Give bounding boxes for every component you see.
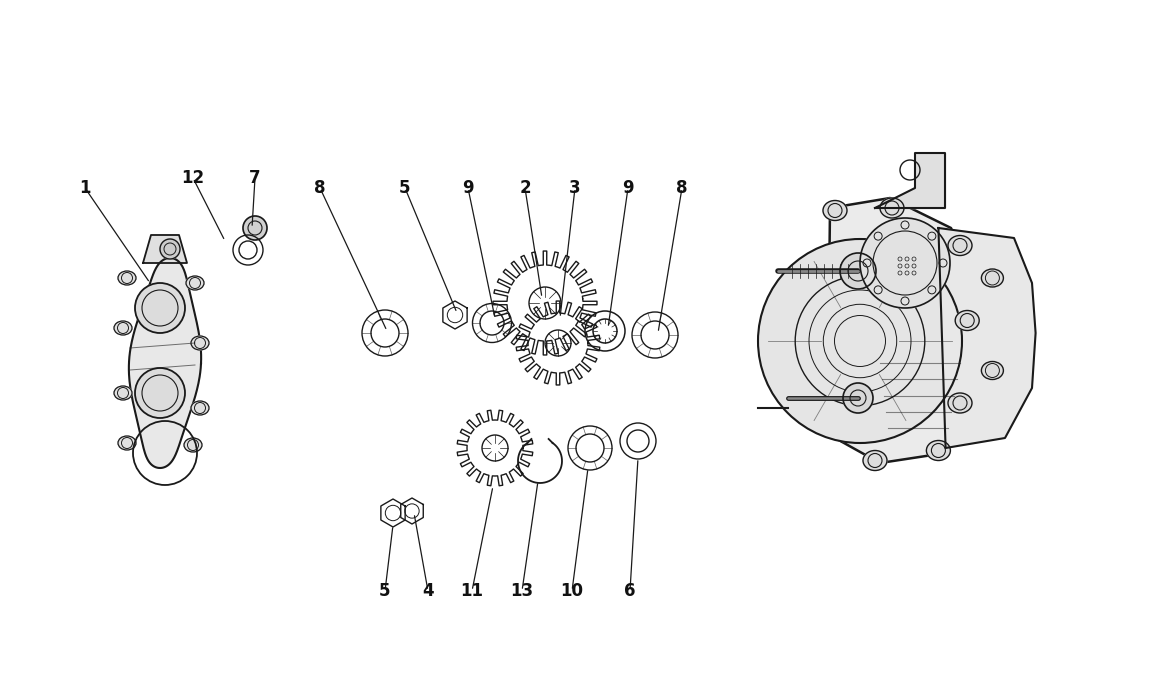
Polygon shape	[828, 198, 974, 463]
Circle shape	[758, 239, 963, 443]
Ellipse shape	[948, 236, 972, 255]
Text: 7: 7	[250, 169, 261, 187]
Circle shape	[840, 253, 876, 289]
Text: 2: 2	[519, 179, 531, 197]
Text: 12: 12	[182, 169, 205, 187]
Ellipse shape	[862, 451, 887, 471]
Text: 5: 5	[399, 179, 411, 197]
Ellipse shape	[186, 276, 204, 290]
Ellipse shape	[927, 441, 950, 460]
Polygon shape	[129, 258, 201, 468]
Ellipse shape	[184, 438, 202, 452]
Text: 11: 11	[460, 582, 483, 600]
Polygon shape	[938, 228, 1036, 448]
Ellipse shape	[118, 436, 136, 450]
Text: 4: 4	[422, 582, 434, 600]
Ellipse shape	[956, 311, 979, 331]
Text: 8: 8	[676, 179, 688, 197]
Text: 6: 6	[624, 582, 636, 600]
Text: 10: 10	[560, 582, 583, 600]
Polygon shape	[875, 153, 945, 208]
Circle shape	[860, 218, 950, 308]
Text: 8: 8	[314, 179, 325, 197]
Ellipse shape	[981, 361, 1004, 380]
Text: 13: 13	[511, 582, 534, 600]
Text: 5: 5	[380, 582, 391, 600]
Circle shape	[243, 216, 267, 240]
Circle shape	[160, 239, 181, 259]
Ellipse shape	[191, 336, 209, 350]
Ellipse shape	[948, 393, 972, 413]
Text: 9: 9	[462, 179, 474, 197]
Ellipse shape	[114, 321, 132, 335]
Circle shape	[135, 368, 185, 418]
Text: 3: 3	[569, 179, 581, 197]
Ellipse shape	[823, 201, 848, 221]
Circle shape	[135, 283, 185, 333]
Ellipse shape	[114, 386, 132, 400]
Polygon shape	[143, 235, 187, 263]
Ellipse shape	[191, 401, 209, 415]
Circle shape	[843, 383, 873, 413]
Ellipse shape	[981, 269, 1004, 287]
Text: 9: 9	[622, 179, 634, 197]
Text: 1: 1	[79, 179, 91, 197]
Ellipse shape	[118, 271, 136, 285]
Ellipse shape	[880, 198, 904, 218]
